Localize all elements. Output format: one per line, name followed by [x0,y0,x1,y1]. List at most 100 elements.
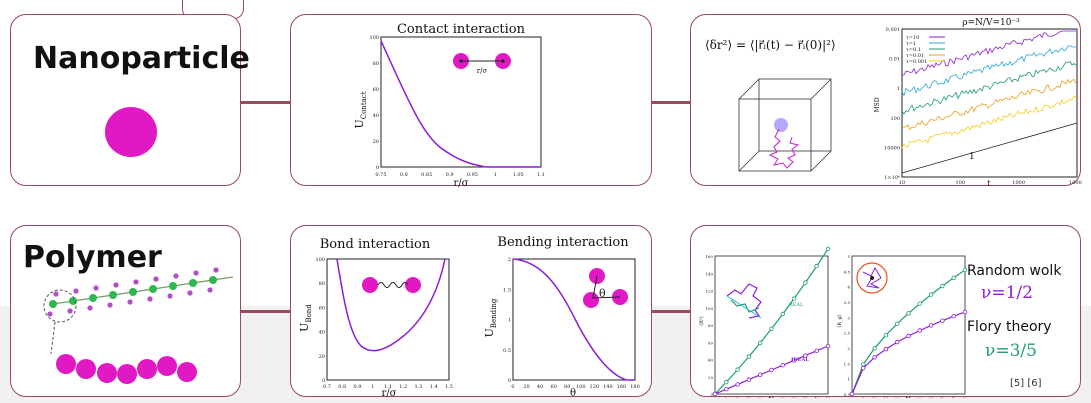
r2-ideal-marker [769,367,774,373]
x-tick-label: 35 [792,396,798,398]
msd-series [901,30,1077,148]
rg-ideal-marker [962,309,968,315]
r2-real-marker [746,354,752,359]
r2-ideal-marker [825,343,831,349]
bending-xticks: 0 20 40 60 80 100 120 140 160 180 [511,384,639,390]
rg-real-marker [883,332,889,338]
x-tick-label: 120 [590,384,600,390]
y-tick-label: 3.5 [844,300,851,305]
x-tick-label: 10 [872,396,878,398]
rg-ylabel: ⟨R_g⟩ [837,314,843,327]
center-of-mass [870,276,874,280]
carbon-atom [149,285,157,293]
bond-sphere-right [405,277,421,293]
x-tick-label: 15 [746,396,752,398]
bond-yticks: 0 20 40 60 80 100 [315,257,325,384]
bending-xlabel: θ [570,388,576,398]
rg-frame [851,255,966,395]
bead-chain [56,354,197,384]
r2-ideal-marker [735,382,740,387]
connector-contact-msd [652,101,690,104]
msd-legend-label: τ=0.01 [906,53,924,59]
y-tick-label: 60 [319,305,325,311]
y-tick-label: 0.5 [844,392,851,397]
gyration-circle [856,262,888,294]
r2-ylabel: ⟨R²⟩ [699,316,705,326]
r2-real-marker [735,367,740,372]
r2-real-series [712,246,831,397]
y-tick-label: 4.5 [844,269,851,274]
x-tick-label: 100 [576,384,586,390]
rg-yticks: 0.5 1 1.5 2 2.5 3 3.5 4 4.5 5 [844,254,851,397]
x-tick-label: 35 [929,396,935,398]
y-tick-label: 2.5 [844,331,851,336]
carbon-atom [129,288,137,296]
hydrogen-atom [213,267,219,273]
x-tick-label: 0.7 [323,384,331,390]
msd-legend-label: τ=1 [906,41,916,47]
y-tick-label: 1 [847,377,850,382]
r2-frame [714,255,829,395]
hydrogen-atom [67,308,73,314]
rg-real-line [851,269,966,395]
r2-real-marker [814,263,819,269]
r2-real-label: REAL [789,302,804,308]
hydrogen-atom [127,299,133,305]
x-tick-label: 0 [851,396,854,398]
rg-ideal-marker [917,328,922,333]
nanoparticle-circle [105,107,157,157]
carbon-atom [69,297,77,305]
x-tick-label: 25 [906,396,912,398]
contact-title: Contact interaction [397,22,526,37]
y-tick-label: 1×10⁶ [884,175,900,181]
x-tick-label: 180 [630,384,640,390]
polymer-bead [56,354,76,374]
y-tick-label: 140 [705,271,713,276]
contact-xlabel: r/σ [454,178,469,187]
y-tick-label: 10000 [884,145,900,151]
hydrogen-atom [47,311,53,317]
bond-xticks: 0.7 0.8 0.9 1 1.1 1.2 1.3 1.4 1.5 [323,384,453,390]
x-tick-label: 160 [617,384,627,390]
y-tick-label: 3 [847,315,850,320]
rg-ideal-marker [928,323,934,328]
polymer-bead [177,362,197,382]
r2-real-marker [757,340,763,346]
r2-ideal-marker [757,372,763,377]
polymer-bead [76,359,96,379]
chain-path [726,283,762,319]
r2-real-marker [791,296,797,301]
y-tick-label: 60 [708,340,714,345]
contact-panel: Contact interaction 0 20 40 60 80 100 0.75 0.8… [290,14,652,187]
bending-frame [512,258,636,381]
rg-real-marker [872,346,877,351]
msd-series-line [901,95,1077,148]
msd-legend-label: τ=10 [906,35,919,41]
x-tick-label: 80 [564,384,570,390]
y-tick-label: 1.5 [844,361,851,366]
rg-real-marker [962,267,968,273]
r2-real-marker [780,311,785,317]
rg-ideal-marker [849,391,855,397]
flory-theory-label: Flory theory [967,319,1052,335]
r2-xticks: 0 5 10 15 20 25 30 35 40 45 50 [714,396,831,398]
rg-ideal-marker [906,333,911,339]
y-tick-label: 60 [373,87,379,93]
carbon-atom [209,276,217,284]
x-tick-label: 20 [523,384,529,390]
y-tick-label: 0.5 [503,348,511,354]
x-tick-label: 30 [780,396,786,398]
r2-real-line [714,248,829,395]
rg-real-marker [861,362,866,367]
r2-real-marker [803,280,808,285]
carbon-atom [189,279,197,287]
hydrogen-atom [153,276,159,282]
references: [5] [6] [1010,378,1042,389]
x-tick-label: 1.5 [445,384,453,390]
carbon-atom [109,291,117,299]
y-tick-label: 0.001 [886,27,900,33]
r2-ideal-marker [724,386,729,392]
carbon-atom [49,300,57,308]
y-tick-label: 40 [319,330,325,336]
hydrogen-atom [87,305,93,311]
